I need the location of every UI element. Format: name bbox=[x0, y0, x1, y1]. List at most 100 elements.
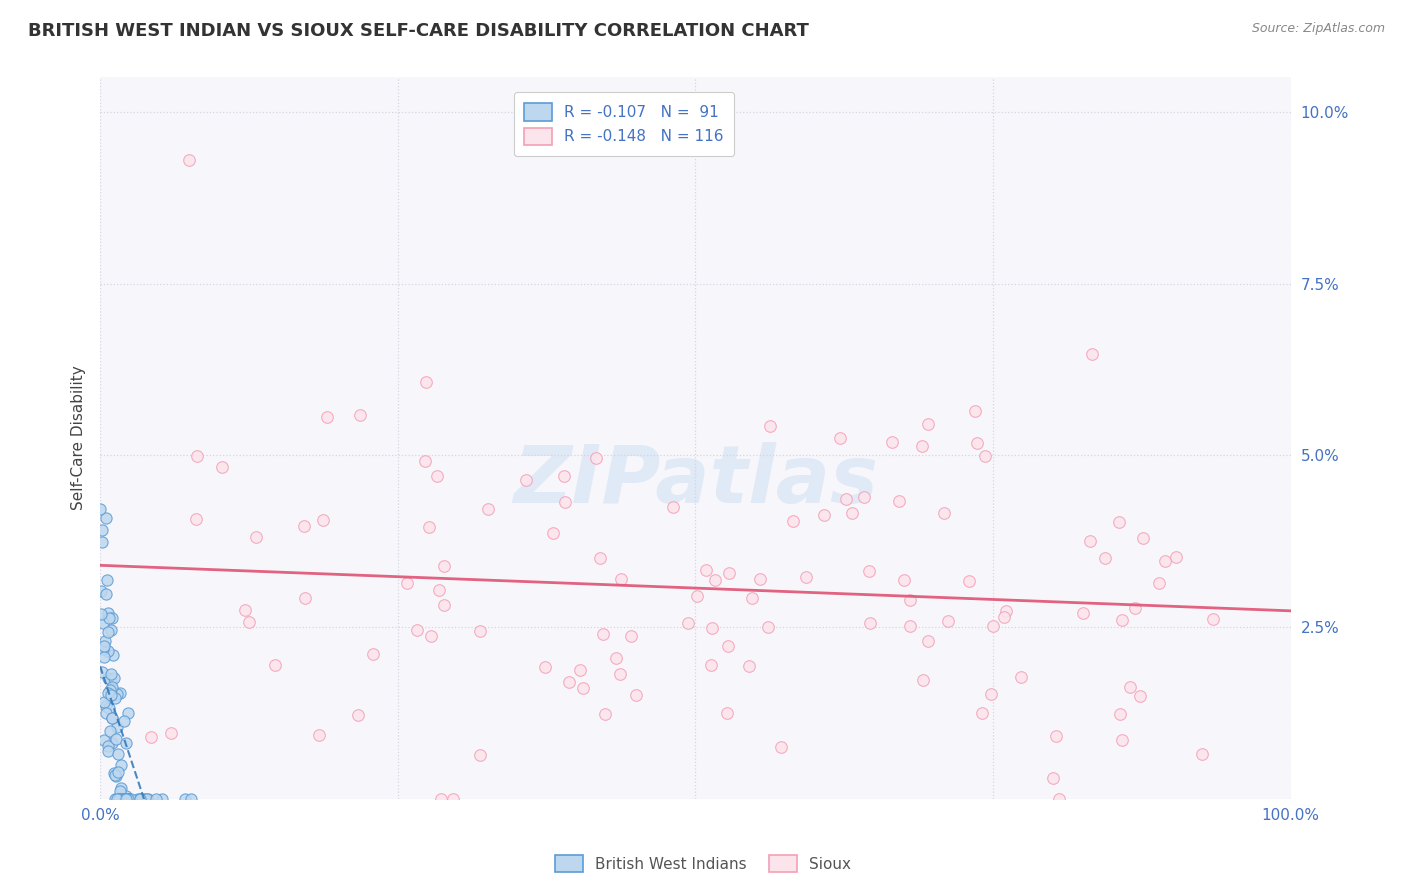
Point bbox=[741, 591, 763, 606]
Point bbox=[1147, 575, 1170, 590]
Point bbox=[91, 523, 114, 537]
Point bbox=[101, 611, 124, 625]
Point bbox=[932, 506, 955, 520]
Point bbox=[100, 623, 122, 637]
Legend: British West Indians, Sioux: British West Indians, Sioux bbox=[547, 847, 859, 880]
Point bbox=[413, 454, 436, 468]
Point bbox=[104, 690, 127, 705]
Point bbox=[624, 688, 647, 702]
Point bbox=[893, 574, 915, 588]
Point bbox=[917, 633, 939, 648]
Point bbox=[211, 460, 233, 475]
Point bbox=[103, 671, 125, 685]
Point bbox=[127, 791, 149, 805]
Point bbox=[98, 611, 121, 625]
Point bbox=[108, 791, 131, 805]
Point bbox=[145, 791, 167, 805]
Point bbox=[700, 658, 723, 673]
Point bbox=[429, 791, 451, 805]
Point bbox=[112, 791, 135, 805]
Point bbox=[585, 450, 607, 465]
Point bbox=[97, 686, 120, 700]
Point bbox=[114, 791, 136, 805]
Legend: R = -0.107   N =  91, R = -0.148   N = 116: R = -0.107 N = 91, R = -0.148 N = 116 bbox=[513, 92, 734, 156]
Point bbox=[852, 490, 875, 504]
Point bbox=[737, 659, 759, 673]
Point bbox=[1042, 772, 1064, 786]
Point bbox=[917, 417, 939, 432]
Point bbox=[859, 615, 882, 630]
Point bbox=[117, 791, 139, 805]
Point bbox=[717, 640, 740, 654]
Point bbox=[110, 781, 132, 796]
Point bbox=[150, 791, 173, 805]
Point bbox=[554, 495, 576, 509]
Point bbox=[94, 587, 117, 601]
Point bbox=[533, 659, 555, 673]
Point bbox=[128, 791, 150, 805]
Point bbox=[93, 639, 115, 653]
Point bbox=[98, 683, 121, 698]
Point bbox=[100, 711, 122, 725]
Point bbox=[105, 769, 128, 783]
Point bbox=[233, 603, 256, 617]
Point bbox=[981, 619, 1004, 633]
Point bbox=[610, 572, 633, 586]
Point bbox=[100, 667, 122, 681]
Point bbox=[238, 615, 260, 629]
Point bbox=[572, 681, 595, 695]
Point bbox=[477, 502, 499, 516]
Text: BRITISH WEST INDIAN VS SIOUX SELF-CARE DISABILITY CORRELATION CHART: BRITISH WEST INDIAN VS SIOUX SELF-CARE D… bbox=[28, 22, 808, 40]
Point bbox=[312, 513, 335, 527]
Point bbox=[100, 673, 122, 687]
Point bbox=[107, 791, 129, 805]
Point bbox=[129, 791, 152, 805]
Point bbox=[110, 783, 132, 797]
Point bbox=[94, 633, 117, 648]
Point bbox=[90, 583, 112, 598]
Point bbox=[136, 791, 159, 805]
Point bbox=[91, 534, 114, 549]
Point bbox=[97, 672, 120, 686]
Point bbox=[1045, 729, 1067, 743]
Point bbox=[120, 791, 142, 805]
Point bbox=[114, 791, 136, 805]
Point bbox=[963, 403, 986, 417]
Point bbox=[100, 688, 122, 702]
Point bbox=[96, 511, 118, 525]
Point bbox=[605, 651, 627, 665]
Point bbox=[592, 626, 614, 640]
Point bbox=[700, 621, 723, 635]
Point bbox=[420, 629, 443, 643]
Point bbox=[97, 624, 120, 639]
Point bbox=[101, 736, 124, 750]
Point bbox=[1132, 531, 1154, 545]
Point bbox=[97, 739, 120, 753]
Point bbox=[101, 711, 124, 725]
Point bbox=[858, 564, 880, 578]
Point bbox=[813, 508, 835, 523]
Point bbox=[104, 731, 127, 746]
Point bbox=[1153, 553, 1175, 567]
Point bbox=[898, 592, 921, 607]
Point bbox=[609, 667, 631, 681]
Point bbox=[110, 758, 132, 772]
Point bbox=[898, 618, 921, 632]
Point bbox=[569, 664, 592, 678]
Point bbox=[426, 469, 449, 483]
Point bbox=[132, 791, 155, 805]
Point bbox=[748, 572, 770, 586]
Point bbox=[361, 647, 384, 661]
Point bbox=[794, 570, 817, 584]
Point bbox=[110, 791, 132, 805]
Point bbox=[830, 431, 852, 445]
Point bbox=[101, 688, 124, 702]
Point bbox=[105, 720, 128, 734]
Point bbox=[93, 732, 115, 747]
Point bbox=[98, 723, 121, 738]
Point bbox=[89, 502, 111, 516]
Point bbox=[993, 609, 1015, 624]
Point bbox=[589, 550, 612, 565]
Point bbox=[593, 706, 616, 721]
Point bbox=[108, 791, 131, 805]
